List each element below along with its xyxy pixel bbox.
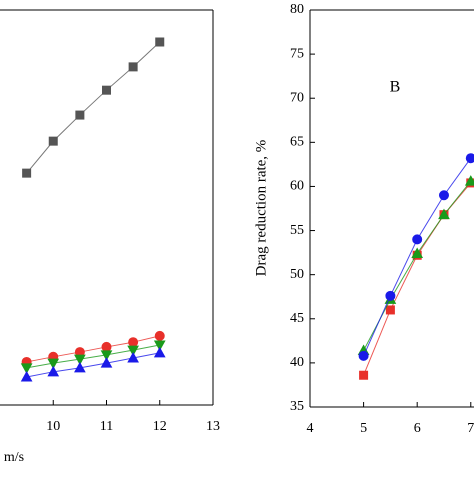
y-tick-label: 55 <box>290 223 304 238</box>
marker <box>47 358 60 370</box>
marker <box>153 340 166 351</box>
marker <box>48 136 58 146</box>
y-axis-label: Drag reduction rate, % <box>253 140 269 277</box>
marker <box>438 208 450 220</box>
x-tick-label: 4 <box>307 421 314 436</box>
marker <box>127 351 139 363</box>
x-tick-label: 7 <box>467 421 474 436</box>
marker <box>75 110 85 120</box>
series-line <box>26 352 160 378</box>
marker <box>385 290 396 301</box>
y-tick-label: 60 <box>290 179 304 194</box>
series-line <box>26 344 160 369</box>
marker <box>438 190 449 201</box>
marker <box>22 168 32 178</box>
series-line <box>26 41 161 174</box>
marker <box>128 337 139 348</box>
x-tick-label: 5 <box>360 421 367 436</box>
marker <box>154 330 165 341</box>
x-tick-label: 12 <box>153 419 167 434</box>
marker <box>74 361 86 373</box>
y-tick-label: 45 <box>290 311 304 326</box>
marker <box>155 37 165 47</box>
marker <box>47 365 60 377</box>
x-tick-label: 11 <box>100 419 113 434</box>
y-tick-label: 35 <box>290 399 304 414</box>
marker <box>100 350 113 361</box>
y-tick-label: 70 <box>290 90 304 105</box>
y-tick-label: 50 <box>290 267 304 282</box>
marker <box>359 370 369 380</box>
marker <box>20 370 33 382</box>
marker <box>465 153 474 164</box>
x-tick-label: 10 <box>46 419 60 434</box>
marker <box>20 363 33 374</box>
marker <box>385 305 395 315</box>
annotation: B <box>390 79 401 96</box>
x-tick-label: 6 <box>414 421 421 436</box>
marker <box>411 247 424 258</box>
marker <box>101 341 112 352</box>
series-line <box>363 180 472 351</box>
y-tick-label: 40 <box>290 355 304 370</box>
marker <box>128 62 138 72</box>
marker <box>153 346 166 358</box>
marker <box>102 85 111 95</box>
x-tick-label: 13 <box>206 419 220 434</box>
y-tick-label: 75 <box>290 46 304 61</box>
y-tick-label: 65 <box>290 135 304 150</box>
marker <box>127 345 139 357</box>
x-axis-label: m/s <box>4 450 24 465</box>
series-line <box>363 182 472 376</box>
marker <box>74 354 86 366</box>
y-tick-label: 80 <box>290 2 304 17</box>
marker <box>358 350 369 361</box>
marker <box>464 175 474 186</box>
marker <box>412 234 423 245</box>
marker <box>100 357 113 368</box>
